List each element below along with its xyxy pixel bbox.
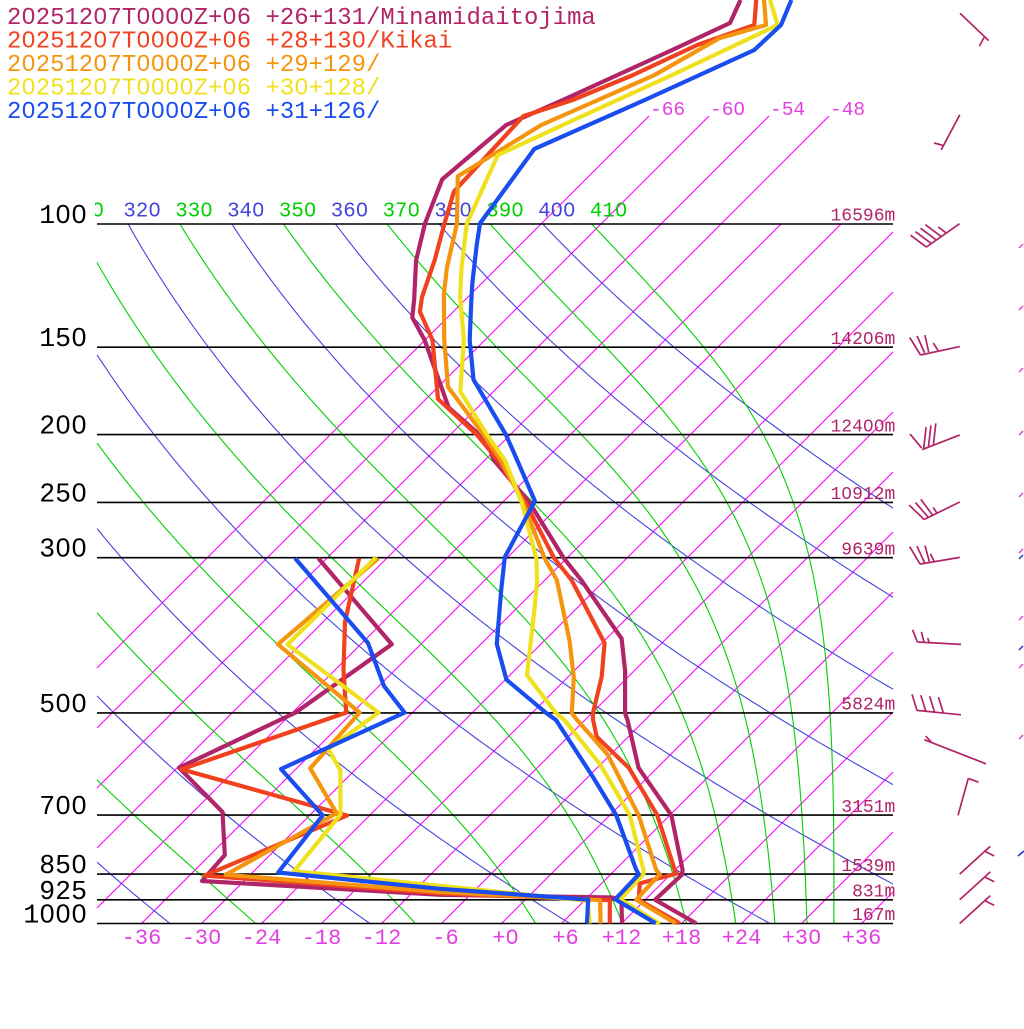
svg-text:+18: +18 [662, 926, 702, 951]
svg-text:831m: 831m [852, 883, 895, 903]
svg-text:-66: -66 [650, 99, 685, 121]
svg-text:-48: -48 [830, 99, 865, 121]
svg-text:-24: -24 [242, 926, 282, 951]
svg-text:320: 320 [123, 201, 160, 224]
svg-text:12400m: 12400m [830, 417, 895, 437]
svg-text:410: 410 [590, 201, 627, 224]
svg-text:+6: +6 [552, 926, 578, 951]
svg-text:-60: -60 [710, 99, 745, 121]
svg-text:20251207T0000Z+06 +28+130/Kika: 20251207T0000Z+06 +28+130/Kikai [7, 29, 452, 56]
svg-text:3151m: 3151m [841, 798, 895, 818]
svg-text:360: 360 [331, 201, 368, 224]
svg-text:-54: -54 [770, 99, 805, 121]
svg-text:10912m: 10912m [830, 485, 895, 505]
svg-text:167m: 167m [852, 906, 895, 926]
svg-text:+24: +24 [722, 926, 762, 951]
svg-text:14206m: 14206m [830, 330, 895, 350]
svg-text:-36: -36 [122, 926, 162, 951]
svg-text:370: 370 [383, 201, 420, 224]
svg-text:+0: +0 [492, 926, 518, 951]
svg-text:9639m: 9639m [841, 540, 895, 560]
svg-text:380: 380 [434, 201, 471, 224]
svg-text:5824m: 5824m [841, 696, 895, 716]
svg-text:350: 350 [279, 201, 316, 224]
svg-text:20251207T0000Z+06 +31+126/: 20251207T0000Z+06 +31+126/ [7, 99, 380, 126]
svg-text:-6: -6 [432, 926, 458, 951]
svg-text:1539m: 1539m [841, 857, 895, 877]
svg-text:20251207T0000Z+06 +26+131/Mina: 20251207T0000Z+06 +26+131/Minamidaitojim… [7, 5, 596, 32]
svg-text:340: 340 [227, 201, 264, 224]
svg-text:-18: -18 [302, 926, 342, 951]
svg-text:+12: +12 [602, 926, 642, 951]
svg-text:16596m: 16596m [830, 207, 895, 227]
svg-text:330: 330 [175, 201, 212, 224]
svg-text:-12: -12 [362, 926, 402, 951]
svg-text:20251207T0000Z+06 +30+128/: 20251207T0000Z+06 +30+128/ [7, 75, 380, 102]
svg-text:20251207T0000Z+06 +29+129/: 20251207T0000Z+06 +29+129/ [7, 52, 380, 79]
svg-text:925: 925 [39, 877, 87, 907]
svg-text:1000: 1000 [23, 901, 87, 931]
svg-text:+36: +36 [842, 926, 882, 951]
